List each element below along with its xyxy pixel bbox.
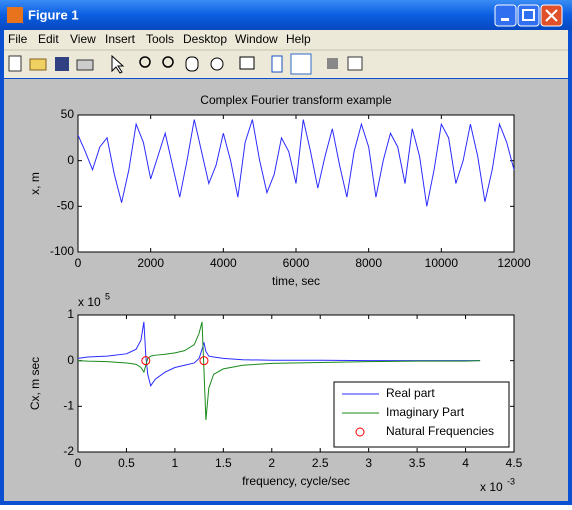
toolbar [4,50,568,78]
menu-item[interactable]: Help [286,32,311,46]
y-multiplier-exponent: 5 [105,291,110,301]
title-bar [0,0,572,30]
y-tick-label: 0 [67,353,74,367]
x-multiplier: x 10 [480,480,503,494]
legend-label: Imaginary Part [386,405,465,419]
menu-item[interactable]: File [8,32,28,46]
y-tick-label: 50 [61,107,75,121]
x-axis-label: frequency, cycle/sec [242,474,350,488]
new-icon[interactable] [8,55,22,72]
app-icon [7,7,23,23]
y-multiplier: x 10 [78,295,101,309]
rotate-icon[interactable] [210,57,224,71]
x-tick-label: 3.5 [409,456,426,470]
toolbar-icons [8,53,363,75]
x-tick-label: 10000 [425,256,459,270]
x-tick-label: 0 [75,456,82,470]
menu-items: File Edit View Insert Tools Desktop Window Help [8,32,311,46]
save-icon[interactable] [55,57,69,71]
close-glyph [545,9,558,22]
window-title: Figure 1 [28,7,79,22]
y-tick-label: -2 [63,444,74,458]
x-tick-label: 4 [462,456,469,470]
legend-label: Real part [386,386,435,400]
x-tick-label: 1.5 [215,456,232,470]
x-tick-label: 4.5 [506,456,523,470]
y-tick-label: -100 [50,244,74,258]
x-tick-label: 0.5 [118,456,135,470]
zoom-out-icon[interactable] [162,56,174,68]
open-icon[interactable] [29,58,47,71]
y-tick-label: 1 [67,307,74,321]
y-axis-label: x, m [28,172,42,195]
data-line [77,321,481,387]
data-marker [141,356,151,366]
axes-box [77,114,515,253]
print-icon[interactable] [76,59,94,71]
show-tools-icon[interactable] [347,56,363,71]
y-tick-label: -1 [63,399,74,413]
datacursor-icon[interactable] [239,56,255,70]
menu-item[interactable]: Window [235,32,278,46]
pan-icon[interactable] [185,56,199,72]
y-axis-label: Cx, m sec [28,357,42,410]
x-tick-label: 2000 [137,256,164,270]
menu-item[interactable]: View [70,32,96,46]
zoom-in-icon[interactable] [139,56,151,68]
menu-bar [4,30,568,50]
x-tick-label: 8000 [355,256,382,270]
minimize-glyph [501,18,509,21]
pointer-icon[interactable] [111,54,125,74]
maximize-button[interactable] [517,4,540,27]
chart-title: Complex Fourier transform example [200,93,392,107]
x-tick-label: 0 [75,256,82,270]
x-multiplier-exponent: -3 [507,476,515,486]
x-tick-label: 6000 [283,256,310,270]
hide-tools-icon[interactable] [327,58,338,69]
data-marker [199,356,209,366]
menu-item[interactable]: Desktop [183,32,227,46]
colorbar-icon[interactable] [271,55,283,73]
data-line [77,119,515,207]
x-tick-label: 1 [172,456,179,470]
menu-item[interactable]: Insert [105,32,136,46]
x-tick-label: 2 [268,456,275,470]
menu-item[interactable]: Tools [146,32,174,46]
legend-label: Natural Frequencies [386,424,494,438]
x-axis-label: time, sec [272,274,320,288]
minimize-button[interactable] [494,4,517,27]
x-tick-label: 12000 [497,256,531,270]
y-tick-label: 0 [67,153,74,167]
menu-item[interactable]: Edit [38,32,59,46]
legend-box [333,381,510,448]
legend-swatch [355,427,365,437]
legend-icon[interactable] [290,53,312,75]
maximize-glyph [522,9,535,21]
y-tick-label: -50 [57,199,75,213]
x-tick-label: 2.5 [312,456,329,470]
x-tick-label: 3 [365,456,372,470]
x-tick-label: 4000 [210,256,237,270]
data-line [77,321,481,421]
